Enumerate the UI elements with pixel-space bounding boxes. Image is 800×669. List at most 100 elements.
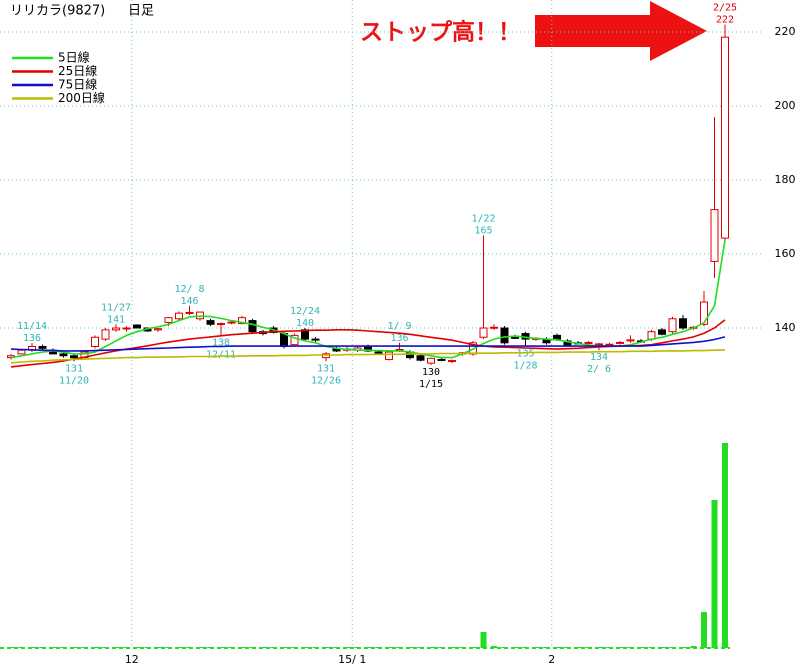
candle-body [721, 36, 729, 239]
candle-body [311, 338, 320, 341]
candle-body [17, 349, 26, 355]
volume-bar [239, 647, 245, 648]
candle-body [122, 327, 131, 330]
candle-body [59, 353, 68, 357]
volume-bar [81, 647, 88, 648]
candle-body [584, 341, 593, 344]
candle-body [658, 329, 666, 335]
candle-body [154, 328, 162, 331]
price-label: 140 [296, 318, 314, 329]
volume-bar [186, 647, 193, 648]
volume-bar [512, 647, 518, 648]
price-label: 222 [716, 15, 734, 26]
candle-body [112, 327, 120, 331]
candle-body [38, 346, 47, 349]
price-label: 135 [516, 349, 534, 360]
date-label: 2/25 [713, 3, 737, 14]
volume-bar [176, 647, 182, 648]
moving-average-line [10, 349, 726, 364]
volume-bar [459, 647, 466, 648]
legend-label: 200日線 [58, 90, 105, 105]
candle-body [175, 312, 183, 320]
volume-bar [585, 647, 592, 648]
date-label: 12/11 [206, 349, 236, 360]
legend-label: 5日線 [58, 50, 90, 65]
candle-body [437, 358, 446, 361]
candle-body [605, 343, 614, 346]
candle-body [427, 357, 435, 364]
volume-bar [228, 647, 235, 648]
legend-label: 25日線 [58, 63, 97, 78]
candle-body [626, 339, 635, 342]
volume-bar [270, 647, 277, 648]
candle-body [374, 351, 383, 354]
chart-title: リリカラ(9827) [10, 4, 105, 19]
candle-body [238, 317, 246, 325]
candle-body [448, 360, 456, 363]
date-label: 11/14 [17, 321, 47, 332]
volume-bar [648, 647, 655, 648]
volume-bar [627, 647, 634, 648]
volume-bar [449, 647, 455, 648]
candle-body [290, 334, 299, 346]
volume-bar [207, 647, 214, 648]
volume-bar [543, 647, 550, 648]
price-label: 138 [212, 337, 230, 348]
volume-bar [312, 647, 319, 648]
moving-average-line [10, 239, 726, 359]
date-label: 1/22 [471, 214, 495, 225]
candle-body [668, 318, 677, 333]
volume-bar [333, 647, 340, 648]
volume-bar [249, 647, 256, 648]
volume-bar [323, 647, 329, 648]
volume-bar [155, 647, 161, 648]
volume-bar [491, 646, 497, 648]
volume-bar [701, 612, 707, 648]
candle-body [710, 209, 719, 262]
candle-body [101, 329, 110, 340]
volume-bar [470, 647, 476, 648]
moving-average-line [10, 336, 726, 352]
volume-bar [564, 647, 571, 648]
volume-bar [365, 647, 371, 648]
candle-body [679, 318, 687, 329]
price-label: 131 [65, 363, 83, 374]
candle-body [490, 326, 498, 329]
date-label: 1/ 9 [387, 321, 411, 332]
volume-bar [291, 647, 298, 648]
volume-bar [29, 647, 35, 648]
candle-body [227, 321, 236, 324]
x-tick-label: 2 [548, 653, 555, 666]
volume-bar [606, 647, 613, 648]
volume-bar [428, 647, 434, 648]
date-label: 12/ 8 [174, 284, 204, 295]
volume-bar [575, 647, 581, 648]
volume-bar [386, 647, 392, 648]
date-label: 11/27 [101, 302, 131, 313]
candle-body [164, 317, 173, 323]
volume-bar [669, 647, 676, 648]
volume-bar [71, 647, 77, 648]
candle-body [700, 301, 708, 325]
y-tick-label: 180 [775, 173, 796, 186]
volume-bar [407, 647, 413, 648]
candle-body [616, 341, 624, 344]
volume-bar [522, 647, 529, 648]
volume-bar [134, 647, 140, 648]
volume-bar [197, 647, 203, 648]
volume-bar [60, 647, 67, 648]
volume-bar [617, 647, 623, 648]
candle-body [595, 343, 603, 346]
x-tick-label: 12 [125, 653, 139, 666]
price-label: 134 [590, 352, 608, 363]
price-label: 136 [390, 333, 408, 344]
candle-body [500, 327, 509, 344]
volume-bar [554, 647, 560, 648]
candle-body [133, 324, 141, 329]
volume-bar [417, 647, 424, 648]
y-tick-label: 200 [775, 99, 796, 112]
date-label: 12/24 [290, 306, 320, 317]
volume-bar [396, 647, 403, 648]
volume-bar [144, 647, 151, 648]
